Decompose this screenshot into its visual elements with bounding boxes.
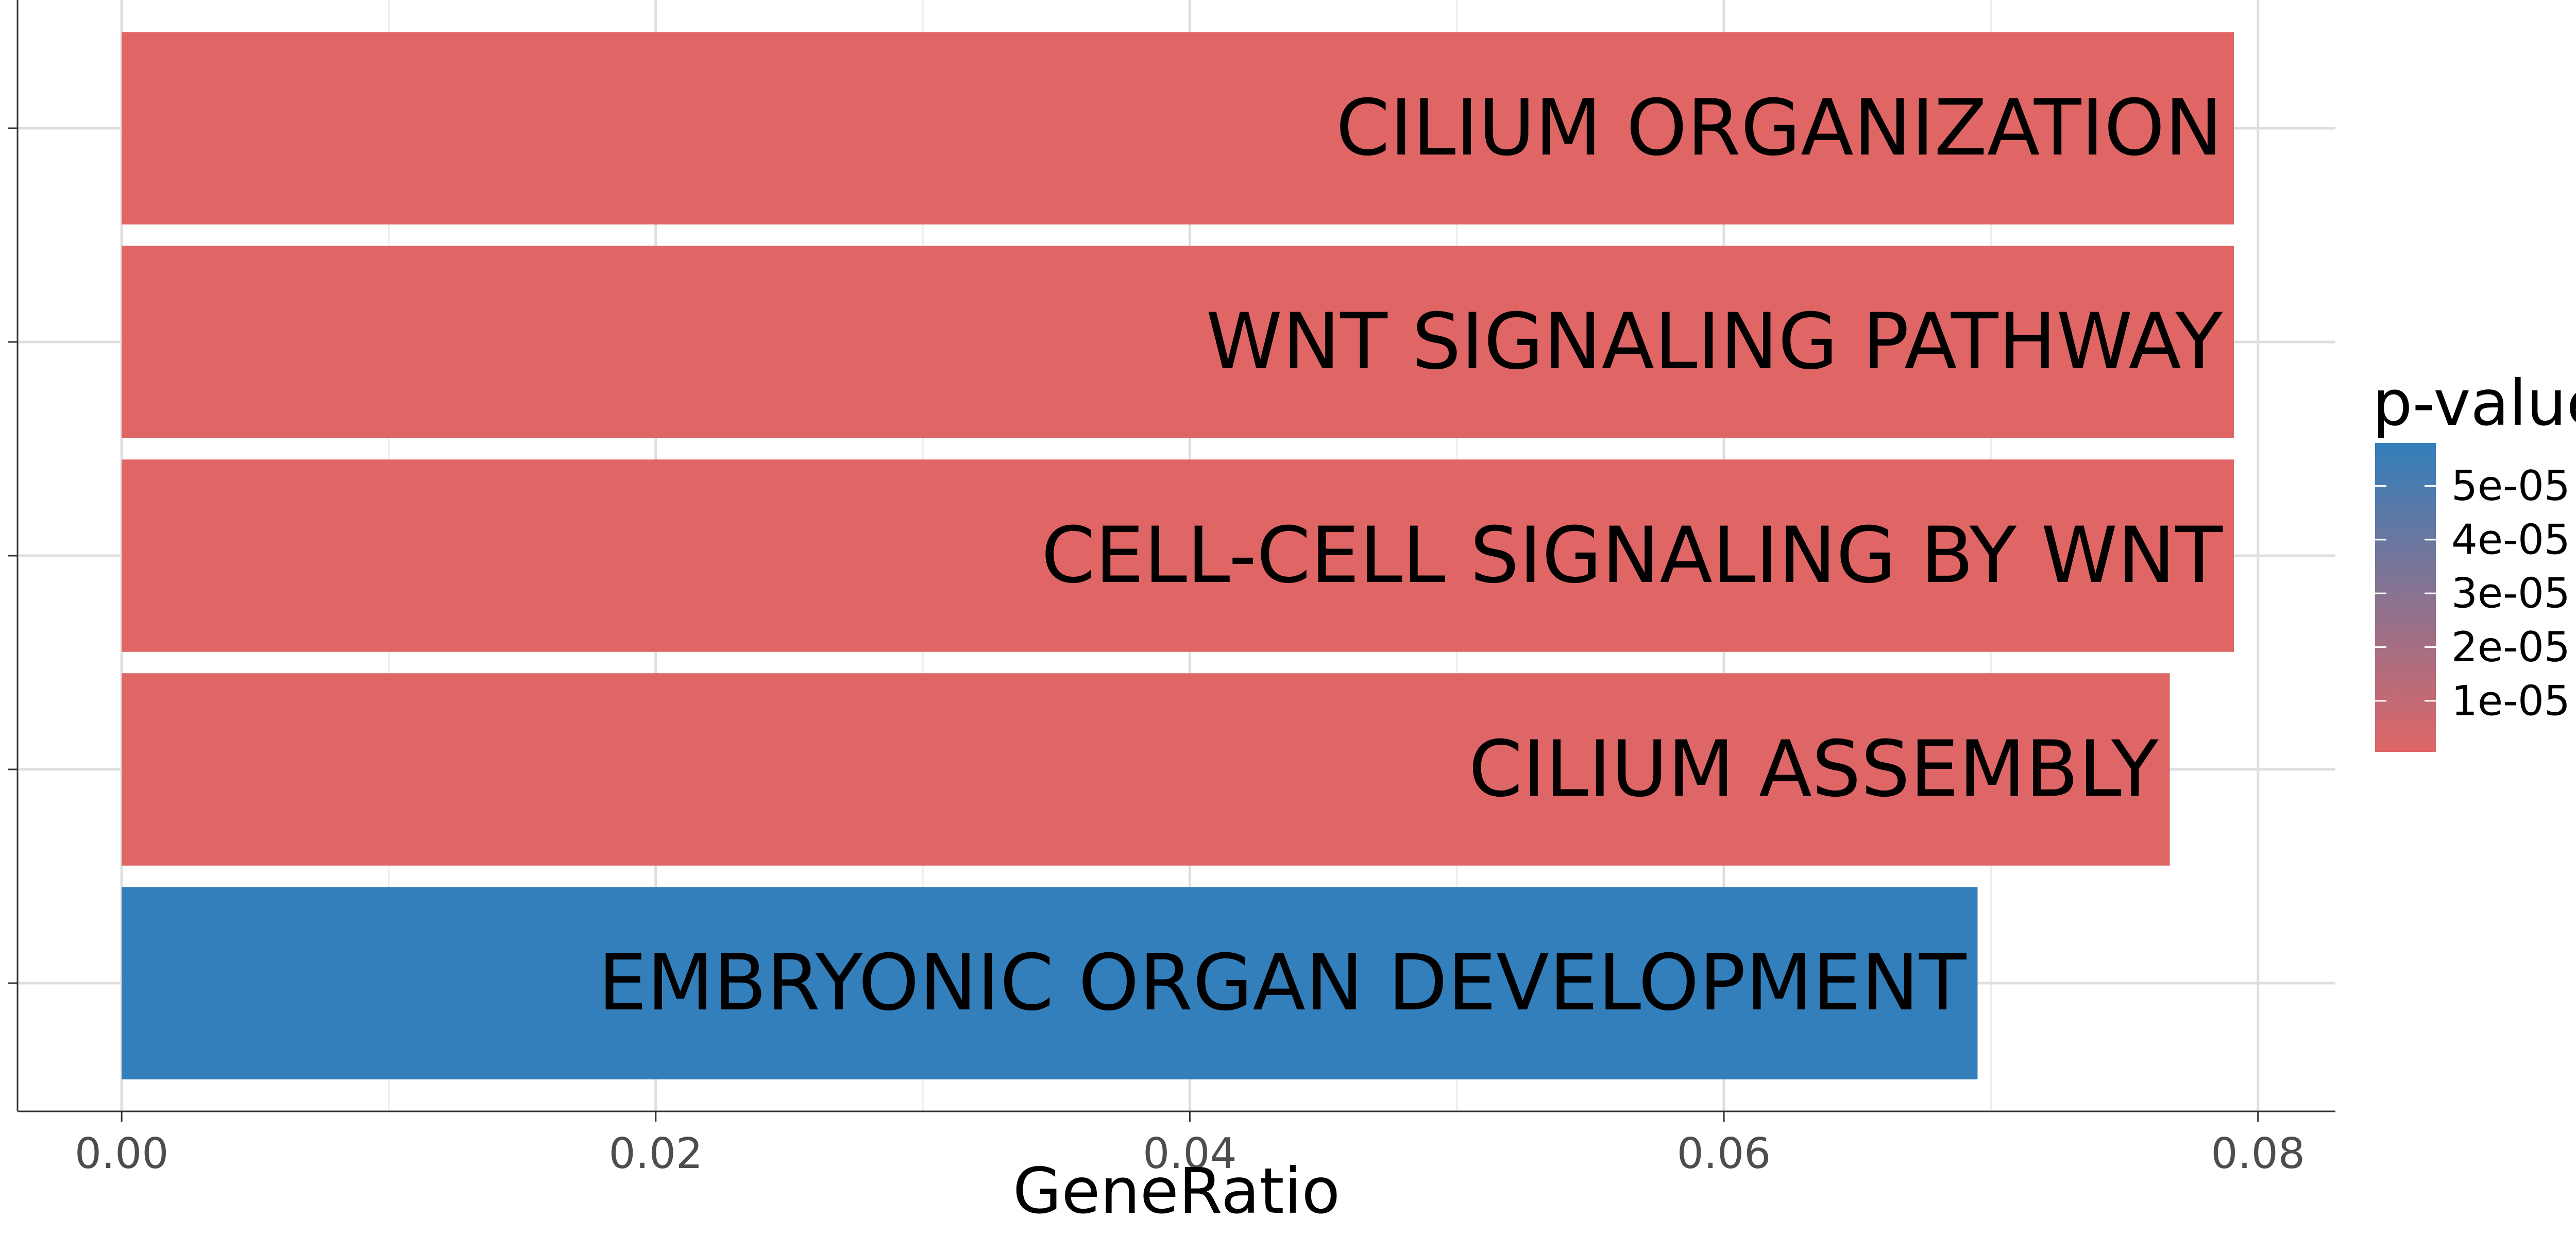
x-tick-label: 0.04 [1143, 1129, 1237, 1178]
legend-tick-label: 2e-05 [2451, 623, 2570, 671]
bar-labels: CILIUM ORGANIZATION WNT SIGNALING PATHWAY… [598, 83, 2223, 1028]
legend-tick-label: 4e-05 [2451, 516, 2570, 563]
bar [122, 459, 2234, 652]
legend-ticks: 5e-05 4e-05 3e-05 2e-05 1e-05 [2375, 462, 2570, 725]
x-axis-title: GeneRatio [1013, 1155, 1340, 1228]
bars [122, 32, 2234, 1079]
legend-title: p-value [2372, 367, 2576, 440]
legend-tick-label: 1e-05 [2451, 677, 2570, 725]
bar-label: WNT SIGNALING PATHWAY [1206, 297, 2223, 387]
x-tick-label: 0.08 [2211, 1129, 2305, 1178]
x-axis-ticks: 0.00 0.02 0.04 0.06 0.08 [75, 1111, 2305, 1178]
bar-label: CELL-CELL SIGNALING BY WNT [1041, 511, 2223, 600]
axes [8, 0, 2335, 1112]
bar [122, 246, 2234, 438]
legend-tick-label: 3e-05 [2451, 570, 2570, 617]
bar-label: CILIUM ORGANIZATION [1336, 83, 2223, 173]
bar [122, 673, 2170, 866]
legend: p-value 5e-05 4e-05 3e-05 2e-05 1e-05 [2372, 367, 2576, 752]
bar-label: EMBRYONIC ORGAN DEVELOPMENT [598, 938, 1967, 1028]
legend-tick-label: 5e-05 [2451, 462, 2570, 510]
bar-label: CILIUM ASSEMBLY [1469, 725, 2159, 814]
x-tick-label: 0.00 [75, 1129, 169, 1178]
bar [122, 32, 2234, 225]
x-tick-label: 0.06 [1677, 1129, 1771, 1178]
x-tick-label: 0.02 [608, 1129, 703, 1178]
legend-colorbar [2375, 443, 2436, 752]
bar [122, 887, 1978, 1079]
